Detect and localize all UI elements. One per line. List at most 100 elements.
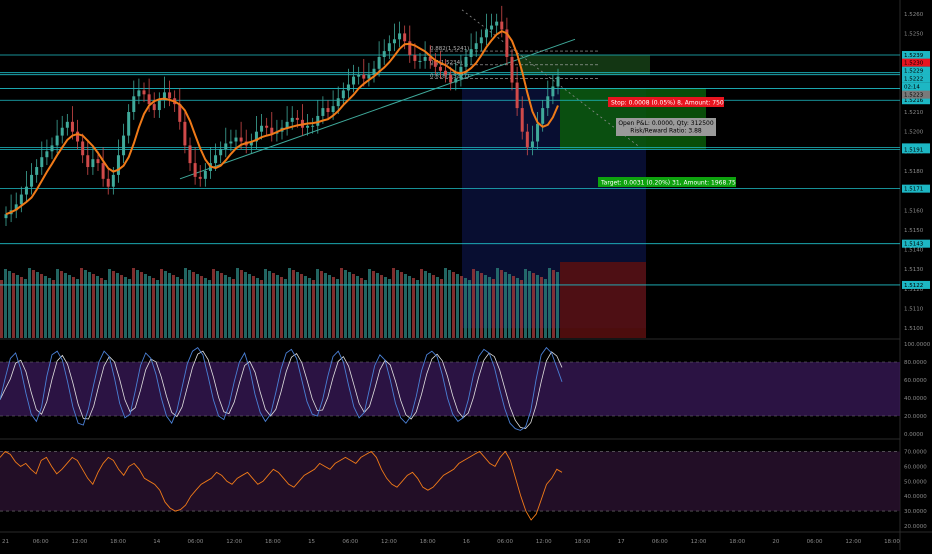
volume-bar (64, 273, 67, 338)
candle-body (469, 49, 473, 57)
volume-bar (80, 268, 83, 338)
candle-body (260, 125, 264, 132)
volume-bar (496, 268, 499, 338)
candle-body (428, 56, 432, 61)
volume-bar (392, 268, 395, 338)
volume-bar (212, 269, 215, 338)
stop-label-box (608, 97, 724, 107)
candle-body (50, 145, 54, 152)
candle-body (193, 163, 197, 177)
price-tick-label: 1.5250 (904, 31, 924, 37)
candle-body (122, 135, 126, 156)
price-level-tag (902, 239, 930, 248)
volume-bar (24, 279, 27, 338)
candle-body (336, 98, 340, 107)
volume-bar (156, 280, 159, 338)
candle-body (234, 137, 238, 142)
volume-bar (144, 274, 147, 338)
volume-bar (200, 276, 203, 338)
candle-body (35, 167, 39, 175)
stoch-tick-label: 80.0000 (904, 360, 927, 366)
volume-bar (208, 280, 211, 338)
volume-bar (448, 270, 451, 338)
candle-body (86, 155, 90, 168)
candle-body (91, 159, 95, 168)
candle-body (96, 159, 100, 164)
candle-body (423, 56, 427, 61)
volume-bar (120, 275, 123, 338)
volume-bar (416, 280, 419, 338)
volume-bar (336, 279, 339, 338)
volume-bar (152, 278, 155, 338)
candle-body (19, 194, 23, 205)
candle-body (116, 155, 120, 175)
candle-body (367, 74, 371, 79)
candle-body (398, 33, 402, 40)
time-axis-label: 18:00 (884, 539, 900, 545)
candle-body (254, 131, 258, 142)
time-axis-label: 12:00 (845, 539, 861, 545)
volume-bar (288, 268, 291, 338)
volume-bar (108, 269, 111, 338)
rsi-tick-label: 40.0000 (904, 494, 927, 500)
time-axis-label: 21 (2, 539, 9, 545)
price-tick-label: 1.5180 (904, 169, 924, 175)
volume-bar (36, 272, 39, 338)
volume-bar (492, 279, 495, 338)
volume-bar (264, 269, 267, 338)
time-axis-label: 12:00 (691, 539, 707, 545)
candle-body (214, 155, 218, 164)
price-level-tag-label: 1.5239 (904, 53, 924, 59)
volume-bar (472, 269, 475, 338)
stoch-tick-label: 0.0000 (904, 432, 924, 438)
volume-bar (104, 280, 107, 338)
volume-bar (160, 269, 163, 338)
candle-body (270, 127, 274, 134)
volume-bar (12, 273, 15, 338)
price-tick-label: 1.5200 (904, 130, 924, 136)
volume-bar (96, 276, 99, 338)
candle-body (352, 76, 356, 85)
price-level-tag (902, 145, 930, 154)
position-label-line1: Open P&L: 0.0000, Qty: 312500 (618, 120, 714, 127)
candle-body (111, 174, 115, 187)
current-price-tag-label: 1.5230 (904, 61, 924, 67)
volume-bar (332, 277, 335, 338)
volume-bar (520, 280, 523, 338)
candle-body (479, 37, 483, 44)
volume-bar (216, 271, 219, 338)
volume-bar (324, 273, 327, 338)
volume-bar (280, 277, 283, 338)
rsi-tick-label: 50.0000 (904, 479, 927, 485)
time-axis-label: 20 (772, 539, 779, 545)
volume-bar (32, 270, 35, 338)
volume-bar (48, 278, 51, 338)
candle-body (76, 131, 80, 142)
candle-body (45, 151, 49, 158)
current-price-tag-label: 02:14 (904, 85, 920, 91)
volume-bar (316, 269, 319, 338)
volume-bar (444, 268, 447, 338)
volume-bar (180, 279, 183, 338)
volume-bar (320, 271, 323, 338)
candle-body (142, 90, 146, 95)
volume-bar (396, 270, 399, 338)
volume-bar (556, 272, 559, 338)
time-axis-label: 06:00 (188, 539, 204, 545)
candle-body (403, 33, 407, 42)
volume-bar (40, 274, 43, 338)
candle-body (316, 115, 320, 126)
time-axis-label: 12:00 (381, 539, 397, 545)
trendline-support (179, 38, 576, 180)
volume-bar (44, 276, 47, 338)
loss-zone (560, 262, 646, 338)
price-tick-label: 1.5260 (904, 12, 924, 18)
candle-body (70, 121, 74, 132)
volume-bar (176, 277, 179, 338)
volume-bar (220, 273, 223, 338)
volume-bar (376, 273, 379, 338)
volume-bar (328, 275, 331, 338)
stoch-tick-label: 60.0000 (904, 378, 927, 384)
